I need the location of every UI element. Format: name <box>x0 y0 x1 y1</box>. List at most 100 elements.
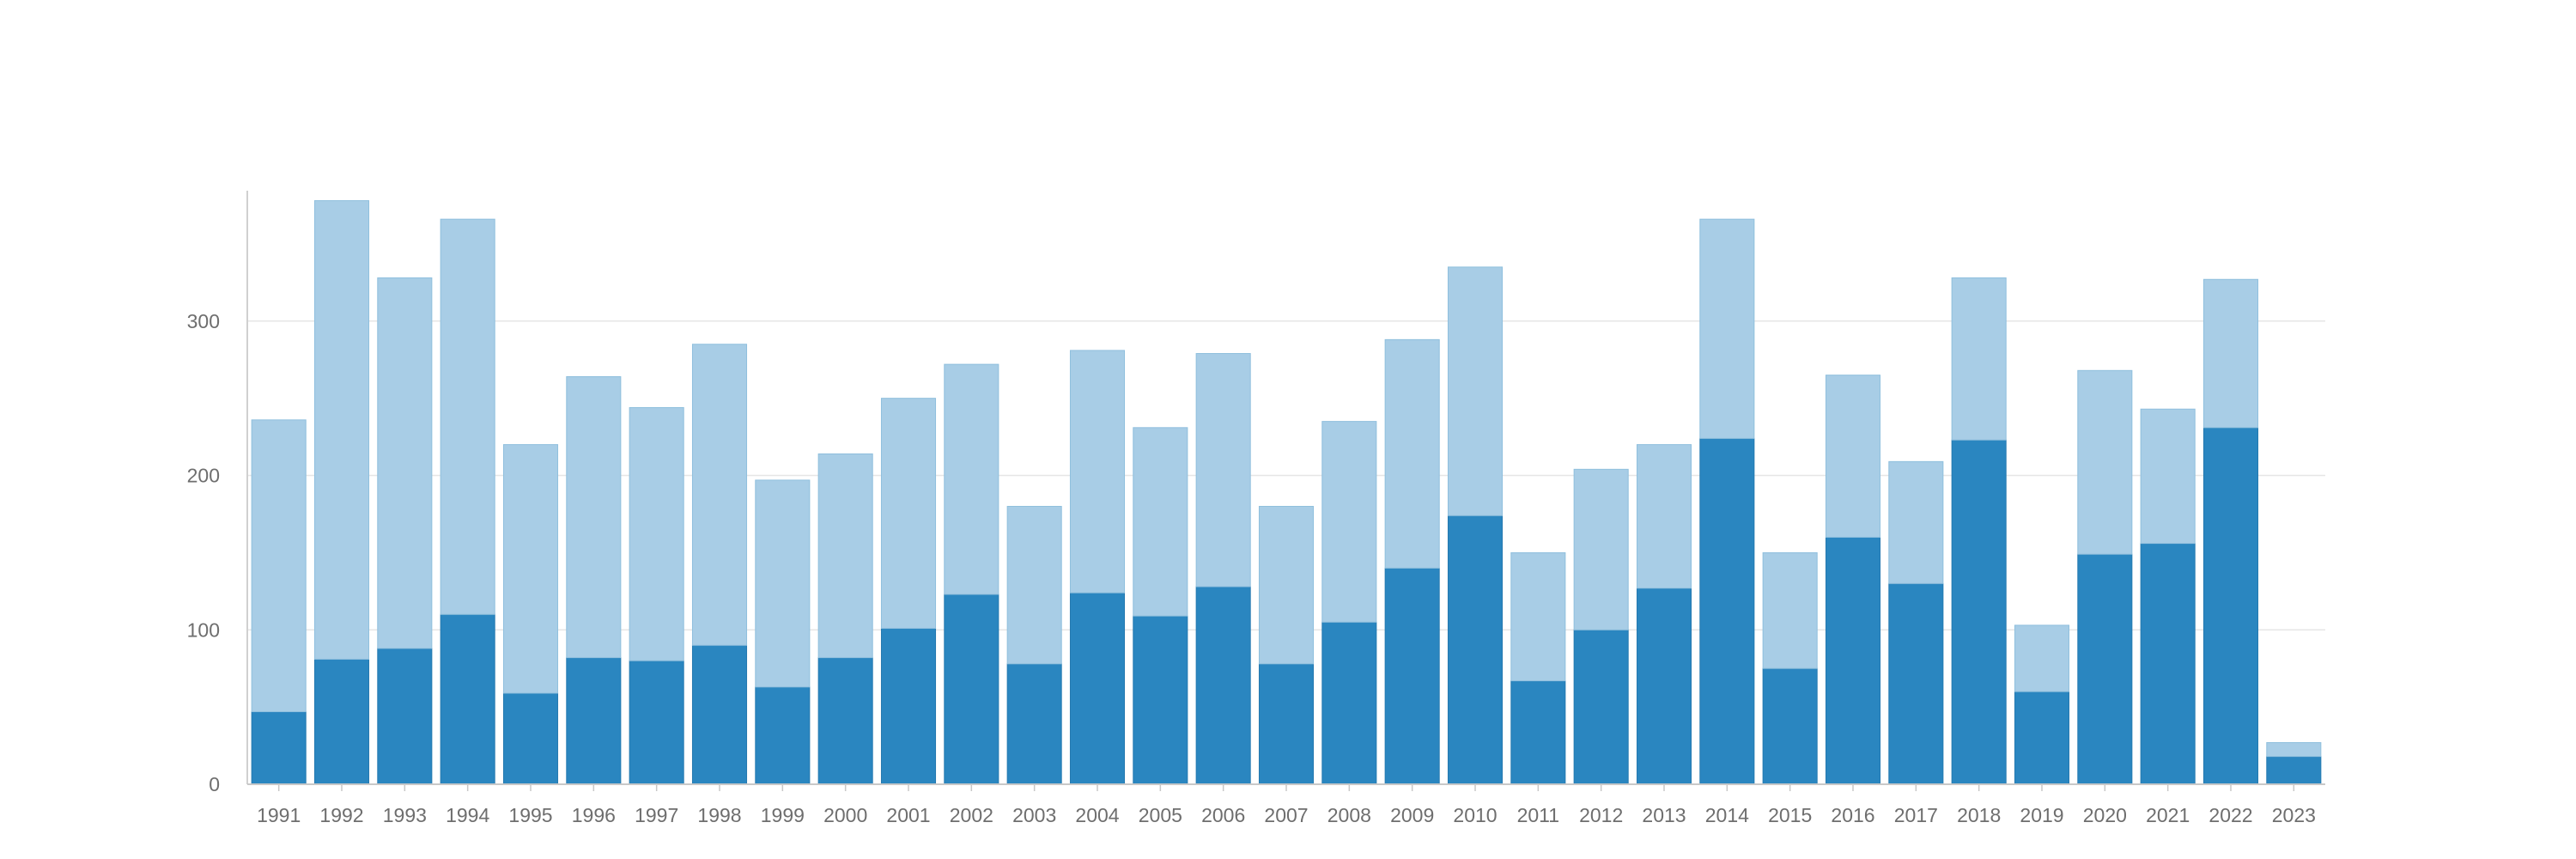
bar-segment-upper <box>944 363 999 595</box>
x-tick-label: 2005 <box>1139 804 1182 826</box>
x-tick-label: 2006 <box>1201 804 1245 826</box>
x-tick-label: 1994 <box>446 804 489 826</box>
x-tick-label: 1997 <box>635 804 678 826</box>
x-tick-label: 2012 <box>1579 804 1623 826</box>
bar-segment-lower <box>755 686 811 785</box>
bar-segment-upper <box>2014 624 2070 692</box>
bar-segment-upper <box>2266 741 2322 758</box>
x-tick-label: 1992 <box>319 804 363 826</box>
bar-segment-upper <box>1447 266 1504 516</box>
bar-segment-upper <box>817 453 873 659</box>
bar-segment-upper <box>1636 444 1692 589</box>
bar-segment-lower <box>629 660 684 785</box>
bar-segment-lower <box>566 657 622 785</box>
x-tick-label: 2009 <box>1390 804 1434 826</box>
x-tick-label: 2023 <box>2272 804 2316 826</box>
bar-segment-lower <box>2266 756 2322 785</box>
bar-segment-lower <box>2202 427 2259 785</box>
x-tick-label: 2018 <box>1957 804 2001 826</box>
x-tick-label: 1993 <box>383 804 427 826</box>
bar-segment-upper <box>377 277 433 649</box>
x-tick-label: 2003 <box>1012 804 1056 826</box>
bar-segment-lower <box>1636 588 1692 785</box>
bar-segment-upper <box>1825 375 1881 538</box>
bar-segment-lower <box>377 648 433 785</box>
bar-segment-upper <box>1195 353 1251 588</box>
bar-segment-upper <box>1133 427 1188 617</box>
x-tick-label: 2016 <box>1831 804 1874 826</box>
bar-segment-lower <box>1133 615 1188 785</box>
bar-segment-lower <box>1951 439 2007 785</box>
bar-segment-lower <box>880 627 937 785</box>
bar-segment-lower <box>2140 543 2196 785</box>
bar-segment-upper <box>2202 278 2259 429</box>
bar-segment-upper <box>1384 338 1440 569</box>
y-tick-label: 300 <box>187 310 220 332</box>
bar-segment-upper <box>440 218 495 615</box>
bar-segment-lower <box>1888 582 1944 785</box>
bar-segment-upper <box>313 200 370 660</box>
bar-segment-upper <box>1069 350 1126 594</box>
bar-segment-lower <box>251 711 307 785</box>
x-tick-label: 2007 <box>1264 804 1308 826</box>
bar-segment-lower <box>1447 515 1504 785</box>
x-tick-label: 2013 <box>1642 804 1686 826</box>
y-tick-label: 100 <box>187 618 220 641</box>
x-tick-label: 1998 <box>697 804 741 826</box>
x-tick-label: 1996 <box>572 804 616 826</box>
bar-segment-lower <box>817 657 873 785</box>
bar-segment-upper <box>251 419 307 713</box>
bar-segment-lower <box>1510 680 1566 785</box>
bar-segment-lower <box>691 644 748 785</box>
bar-segment-upper <box>755 479 811 688</box>
bar-segment-upper <box>1258 505 1315 665</box>
bar-segment-lower <box>1762 667 1818 785</box>
bar-segment-lower <box>1069 592 1126 785</box>
x-tick-label: 2002 <box>950 804 993 826</box>
bar-segment-lower <box>2077 553 2133 785</box>
bar-segment-lower <box>1384 567 1440 785</box>
x-tick-label: 2017 <box>1894 804 1938 826</box>
bar-segment-lower <box>440 613 495 785</box>
bar-segment-upper <box>1762 551 1818 669</box>
y-tick-label: 200 <box>187 465 220 487</box>
x-tick-label: 1995 <box>508 804 552 826</box>
bar-segment-upper <box>566 375 622 659</box>
bar-segment-lower <box>1006 663 1062 785</box>
axes: 0 100 200 300 1991 1992 1993 1994 1995 1996 1997 19… <box>187 191 2325 826</box>
y-tick-label: 0 <box>209 773 220 795</box>
bar-segment-upper <box>1510 551 1566 682</box>
bar-segment-upper <box>1888 460 1944 584</box>
x-tick-label: 2010 <box>1453 804 1497 826</box>
bar-segment-upper <box>1951 277 2007 441</box>
x-tick-label: 2021 <box>2146 804 2190 826</box>
x-tick-label: 2011 <box>1517 804 1559 826</box>
bar-segment-lower <box>1699 437 1755 785</box>
x-tick-label: 2019 <box>2020 804 2063 826</box>
x-tick-label: 2015 <box>1768 804 1812 826</box>
bar-segment-upper <box>1321 421 1377 623</box>
x-tick-label: 2014 <box>1705 804 1749 826</box>
bar-segment-upper <box>880 398 937 629</box>
bar-segment-upper <box>2140 408 2196 545</box>
bar-segment-lower <box>1195 586 1251 785</box>
x-tick-label: 2001 <box>886 804 930 826</box>
x-tick-label: 1999 <box>761 804 805 826</box>
bar-segment-upper <box>691 344 748 646</box>
x-tick-label: 2020 <box>2083 804 2127 826</box>
bar-segment-upper <box>1573 468 1629 631</box>
bar-segment-upper <box>1006 505 1062 665</box>
bar-segment-lower <box>1258 663 1315 785</box>
bar-segment-lower <box>313 658 370 785</box>
x-tick-label: 2004 <box>1075 804 1119 826</box>
bar-segment-upper <box>502 444 559 694</box>
bar-segment-upper <box>2077 369 2133 555</box>
x-tick-label: 2008 <box>1327 804 1371 826</box>
bars <box>251 200 2322 785</box>
x-tick-label: 1991 <box>257 804 301 826</box>
x-tick-label: 2000 <box>823 804 867 826</box>
x-tick-label: 2022 <box>2208 804 2252 826</box>
bar-segment-lower <box>944 594 999 785</box>
